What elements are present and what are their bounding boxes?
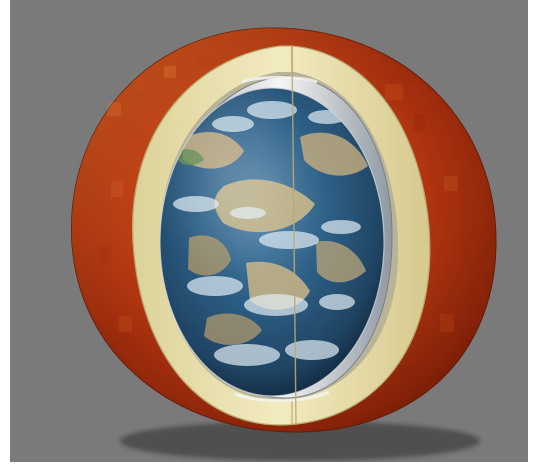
cutaway-layers	[132, 45, 431, 426]
rim-split-line	[291, 45, 297, 425]
render-viewport	[10, 0, 528, 462]
earth-core	[160, 88, 384, 396]
cutaway-sphere-illustration	[70, 27, 497, 461]
ground-shadow	[120, 421, 480, 461]
core-edge	[159, 87, 385, 397]
